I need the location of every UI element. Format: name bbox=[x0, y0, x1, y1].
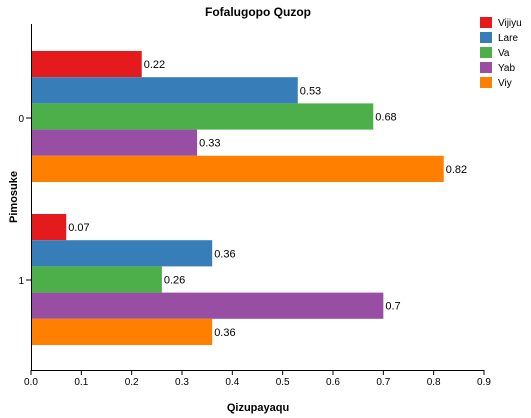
bar-vijiyu-1 bbox=[31, 214, 67, 241]
data-label-lare-0: 0.53 bbox=[300, 85, 321, 97]
legend-swatch-yab bbox=[480, 62, 492, 73]
legend-label-viy: Viy bbox=[498, 78, 512, 89]
data-label-viy-1: 0.36 bbox=[214, 327, 235, 339]
data-label-yab-0: 0.33 bbox=[199, 138, 220, 150]
x-tick-label: 0.1 bbox=[74, 377, 88, 388]
bar-lare-1 bbox=[31, 240, 213, 267]
x-axis-title: Qizupayaqu bbox=[227, 402, 289, 414]
legend-swatch-viy bbox=[480, 77, 492, 88]
y-axis-title: Pimosuke bbox=[8, 171, 20, 223]
legend-label-vijiyu: Vijiyu bbox=[498, 18, 522, 29]
legend: Vijiyu Lare Va Yab Viy bbox=[480, 17, 522, 89]
x-tick-label: 0.8 bbox=[427, 377, 441, 388]
data-label-yab-1: 0.7 bbox=[385, 301, 400, 313]
legend-swatch-lare bbox=[480, 32, 492, 43]
bar-va-0 bbox=[31, 103, 374, 130]
y-tick-label: 0 bbox=[18, 114, 24, 125]
x-tick-label: 0.2 bbox=[125, 377, 139, 388]
legend-label-va: Va bbox=[498, 48, 510, 59]
bar-yab-1 bbox=[31, 292, 384, 319]
x-tick-label: 0.0 bbox=[24, 377, 38, 388]
data-labels-group: 0.22 0.53 0.68 0.33 0.82 0.07 0.36 0.26 0.7 0.36 bbox=[68, 59, 467, 339]
x-tick-label: 0.3 bbox=[175, 377, 189, 388]
data-label-vijiyu-0: 0.22 bbox=[144, 59, 165, 71]
bar-viy-1 bbox=[31, 318, 213, 345]
bar-lare-0 bbox=[31, 77, 298, 104]
bar-vijiyu-0 bbox=[31, 51, 142, 78]
bars-group bbox=[31, 51, 444, 345]
data-label-lare-1: 0.36 bbox=[214, 248, 235, 260]
bar-yab-0 bbox=[31, 129, 198, 156]
bar-va-1 bbox=[31, 266, 162, 293]
x-axis-ticks: 0.0 0.1 0.2 0.3 0.4 0.5 0.6 0.7 0.8 0.9 bbox=[24, 370, 491, 388]
data-label-vijiyu-1: 0.07 bbox=[68, 222, 89, 234]
x-tick-label: 0.5 bbox=[276, 377, 290, 388]
x-tick-label: 0.7 bbox=[376, 377, 390, 388]
legend-swatch-vijiyu bbox=[480, 17, 492, 28]
legend-swatch-va bbox=[480, 47, 492, 58]
legend-label-lare: Lare bbox=[498, 33, 518, 44]
y-axis-ticks: 01 bbox=[18, 114, 31, 287]
chart-title: Fofalugopo Quzop bbox=[205, 5, 311, 19]
data-label-va-0: 0.68 bbox=[375, 112, 396, 124]
data-label-viy-0: 0.82 bbox=[446, 164, 467, 176]
legend-label-yab: Yab bbox=[498, 63, 515, 74]
data-label-va-1: 0.26 bbox=[164, 275, 185, 287]
x-tick-label: 0.6 bbox=[326, 377, 340, 388]
y-tick-label: 1 bbox=[18, 276, 24, 287]
x-tick-label: 0.4 bbox=[225, 377, 239, 388]
x-tick-label: 0.9 bbox=[477, 377, 491, 388]
bar-viy-0 bbox=[31, 155, 444, 182]
